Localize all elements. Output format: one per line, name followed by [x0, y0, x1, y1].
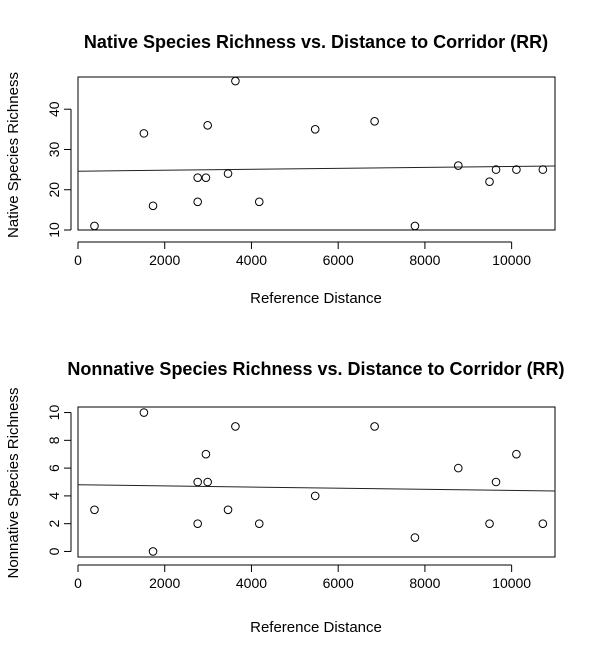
plot-frame	[77, 76, 556, 231]
data-point	[254, 197, 264, 207]
data-point	[90, 221, 99, 231]
y-axis-label: Native Species Richness	[5, 72, 22, 238]
chart-title: Nonnative Species Richness vs. Distance …	[67, 359, 564, 379]
plot-frame	[77, 406, 556, 558]
y-tick-label: 0	[46, 547, 62, 555]
data-point	[139, 129, 149, 138]
data-points	[90, 76, 548, 231]
data-point	[148, 547, 158, 556]
data-point	[231, 76, 240, 86]
data-point	[310, 491, 320, 501]
data-point	[410, 221, 420, 231]
data-point	[193, 197, 202, 207]
nonnative-richness-panel: Nonnative Species Richness vs. Distance …	[5, 359, 565, 636]
data-point	[193, 477, 202, 487]
trend-line	[77, 165, 556, 172]
data-point	[148, 201, 158, 211]
x-tick-label: 2000	[149, 252, 180, 268]
data-point	[201, 449, 211, 459]
chart-title: Native Species Richness vs. Distance to …	[84, 32, 548, 52]
x-tick-label: 8000	[409, 575, 440, 591]
y-tick-label: 20	[46, 182, 62, 198]
axes: 0 2000 4000 6000 8000 10000 10 20 30 40	[46, 101, 531, 268]
y-tick-label: 8	[46, 436, 62, 444]
y-tick-label: 2	[46, 520, 62, 528]
trend-line-group	[77, 484, 556, 492]
x-tick-label: 0	[74, 252, 82, 268]
x-tick-label: 10000	[492, 252, 531, 268]
data-point	[410, 533, 420, 542]
data-point	[201, 173, 211, 182]
data-point	[223, 505, 233, 515]
data-point	[90, 505, 99, 515]
data-point	[485, 519, 494, 528]
data-point	[370, 422, 379, 431]
y-tick-label: 4	[46, 492, 62, 500]
data-point	[223, 169, 233, 178]
x-tick-label: 10000	[492, 575, 531, 591]
data-point	[491, 165, 501, 174]
data-point	[538, 519, 548, 528]
y-tick-label: 6	[46, 464, 62, 472]
data-point	[231, 422, 240, 431]
data-point	[203, 121, 212, 130]
x-tick-label: 4000	[236, 252, 267, 268]
x-tick-label: 0	[74, 575, 82, 591]
x-tick-label: 4000	[236, 575, 267, 591]
data-point	[203, 477, 212, 487]
x-tick-label: 2000	[149, 575, 180, 591]
data-point	[453, 463, 463, 473]
axes: 0 2000 4000 6000 8000 10000 0 2 4 6 8 10	[46, 405, 531, 591]
native-richness-panel: Native Species Richness vs. Distance to …	[5, 32, 556, 307]
data-point	[453, 161, 463, 170]
data-point	[193, 519, 202, 528]
data-points	[90, 408, 548, 556]
x-axis-label: Reference Distance	[250, 619, 382, 636]
data-point	[485, 177, 494, 186]
x-tick-label: 8000	[409, 252, 440, 268]
data-point	[193, 173, 202, 182]
data-point	[512, 165, 521, 174]
data-point	[310, 125, 320, 134]
y-axis-label: Nonnative Species Richness	[5, 388, 22, 579]
y-tick-label: 40	[46, 101, 62, 117]
trend-line	[77, 484, 556, 492]
y-tick-label: 10	[46, 405, 62, 421]
data-point	[254, 519, 264, 528]
trend-line-group	[77, 165, 556, 172]
x-axis-label: Reference Distance	[250, 290, 382, 307]
data-point	[139, 408, 149, 417]
data-point	[370, 116, 379, 126]
data-point	[512, 449, 521, 459]
data-point	[491, 477, 501, 487]
y-tick-label: 10	[46, 222, 62, 238]
x-tick-label: 6000	[323, 252, 354, 268]
x-tick-label: 6000	[323, 575, 354, 591]
y-tick-label: 30	[46, 141, 62, 157]
data-point	[538, 165, 548, 174]
